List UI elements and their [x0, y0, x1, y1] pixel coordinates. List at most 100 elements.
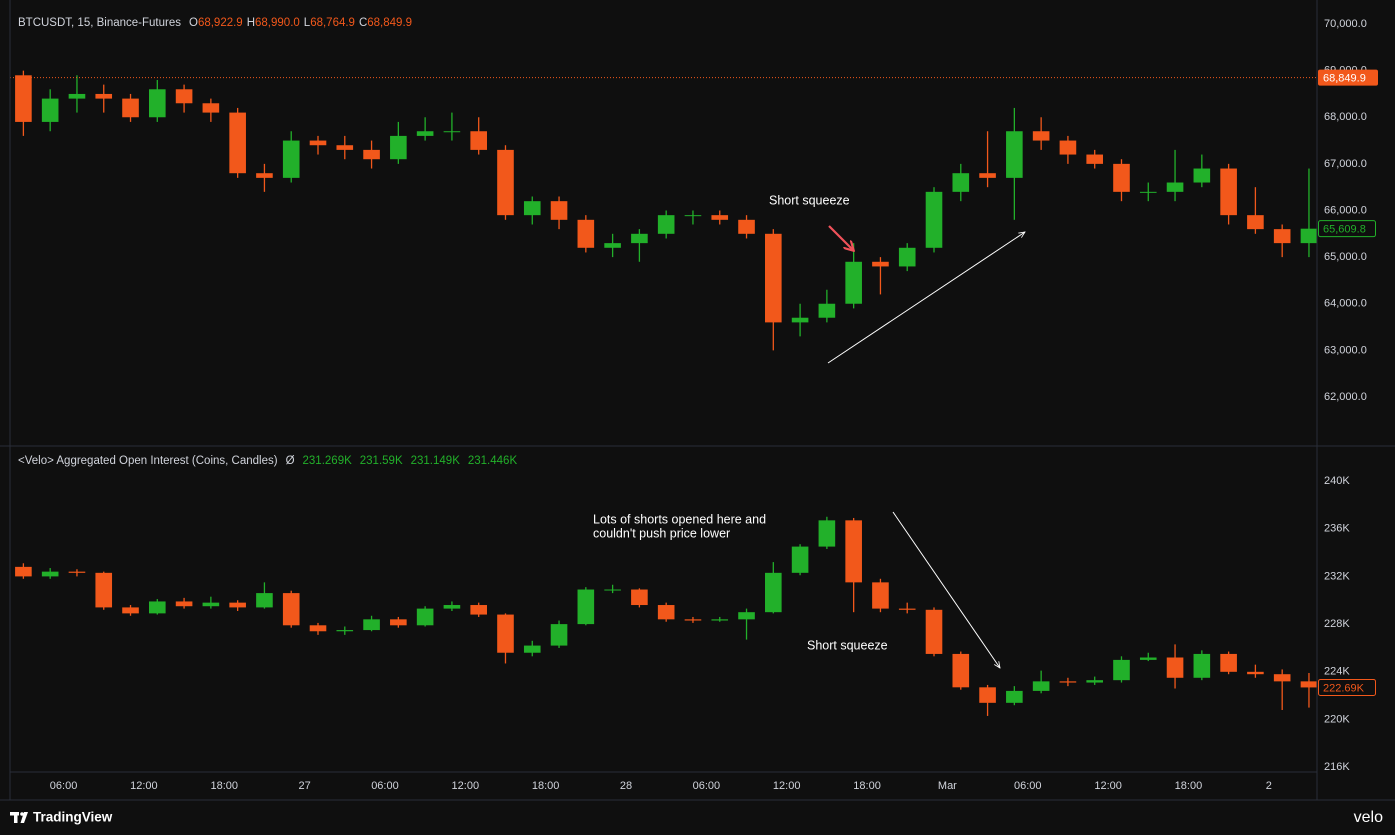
candle-body [684, 215, 702, 217]
legend-value: 231.269K [302, 455, 352, 467]
candle-body [1059, 140, 1077, 155]
x-tick-label: 18:00 [1175, 780, 1203, 792]
x-tick-label: 2 [1266, 780, 1272, 792]
candle-body [256, 593, 273, 608]
x-tick-label: 12:00 [452, 780, 480, 792]
candle-body [765, 572, 782, 613]
annotation-arrow [828, 225, 853, 250]
annotation: Lots of shorts opened here and [593, 512, 766, 526]
candle-body [1032, 131, 1050, 141]
candle-body [684, 619, 702, 621]
legend-key: C [358, 17, 368, 29]
candle-body [282, 593, 300, 626]
x-tick-label: 12:00 [130, 780, 158, 792]
annotation: Short squeeze [807, 638, 888, 652]
candle-body [336, 145, 354, 150]
candle-body [711, 619, 729, 621]
x-tick-label: 27 [298, 780, 310, 792]
candle-body [738, 612, 755, 620]
candle-body [925, 609, 943, 654]
logo-part [20, 812, 28, 823]
candle-body [818, 520, 836, 547]
candle-body [1300, 681, 1317, 688]
candle-body [202, 602, 220, 607]
x-tick-label: 12:00 [773, 780, 801, 792]
candle-body [1220, 653, 1237, 672]
y-tick-label: 70,000.0 [1324, 18, 1367, 30]
price-panel [10, 70, 1317, 351]
candle-body [550, 624, 568, 646]
legend-value: 68,849.9 [367, 17, 413, 29]
candle-body [122, 607, 139, 614]
candle-body [15, 566, 32, 577]
candle-body [898, 247, 916, 267]
candle-body [175, 89, 193, 104]
candle-body [229, 602, 246, 608]
candle-body [229, 112, 246, 174]
candle-body [336, 630, 354, 632]
legend-key: H [246, 17, 256, 29]
candle-body [872, 261, 889, 267]
candle-body [363, 619, 380, 631]
trend-arrow [827, 232, 1025, 364]
candle-body [550, 201, 568, 220]
y-tick-label: 62,000.0 [1324, 391, 1367, 403]
candle-body [41, 98, 59, 122]
candle-body [1247, 215, 1264, 230]
trend-arrow [892, 511, 1000, 668]
y-tick-label: 64,000.0 [1324, 298, 1367, 310]
candle-body [149, 89, 166, 118]
candle-body [1006, 690, 1023, 703]
legend-symbol: Ø [285, 455, 295, 467]
candle-body [443, 605, 461, 609]
candle-body [952, 173, 970, 192]
candle-body [1059, 681, 1077, 683]
candle-body [604, 589, 621, 591]
candle-body [1166, 182, 1184, 192]
oi-panel [15, 516, 1317, 716]
legend-value: 68,990.0 [255, 17, 300, 29]
candle-body [818, 303, 836, 318]
candle-body [898, 608, 916, 610]
candle-body [1086, 154, 1104, 164]
last-value-label: 222.69K [1323, 682, 1365, 694]
price-legend: BTCUSDT, 15, Binance-Futures O68,922.9 H68… [18, 17, 412, 29]
y-tick-label: 216K [1324, 761, 1350, 773]
legend-title: <Velo> Aggregated Open Interest (Coins, … [18, 455, 278, 467]
candle-body [1300, 228, 1317, 244]
legend-value: 231.149K [410, 455, 460, 467]
legend-value: 231.446K [467, 455, 518, 467]
candle-body [523, 201, 541, 216]
candle-body [282, 140, 300, 178]
candle-body [1220, 168, 1237, 216]
x-tick-label: 06:00 [1014, 780, 1042, 792]
last-value-box [1318, 678, 1376, 696]
candle-body [416, 608, 434, 626]
annotation: Short squeeze [769, 193, 850, 207]
y-tick-label: 232K [1324, 570, 1350, 582]
y-tick-label: 220K [1324, 713, 1350, 725]
candle-body [631, 589, 648, 606]
x-tick-label: 06:00 [693, 780, 721, 792]
price-line-label: 68,849.9 [1323, 73, 1366, 85]
candle-body [577, 219, 595, 248]
x-tick-label: 06:00 [50, 780, 78, 792]
candle-body [711, 215, 729, 220]
legend-value: 68,922.9 [197, 17, 243, 29]
price-line-label-box [1318, 69, 1378, 86]
candle-body [845, 261, 862, 304]
candle-body [416, 131, 434, 136]
candle-body [497, 149, 514, 216]
y-tick-label: 228K [1324, 618, 1350, 630]
candle-body [149, 601, 166, 614]
x-tick-label: Mar [938, 780, 957, 792]
candle-body [95, 93, 113, 99]
y-tick-label: 67,000.0 [1324, 158, 1367, 170]
oi-legend: <Velo> Aggregated Open Interest (Coins, … [18, 455, 517, 467]
candle-body [497, 614, 514, 653]
legend-key: O [188, 17, 198, 29]
candle-body [1193, 653, 1211, 678]
candle-body [604, 243, 621, 248]
